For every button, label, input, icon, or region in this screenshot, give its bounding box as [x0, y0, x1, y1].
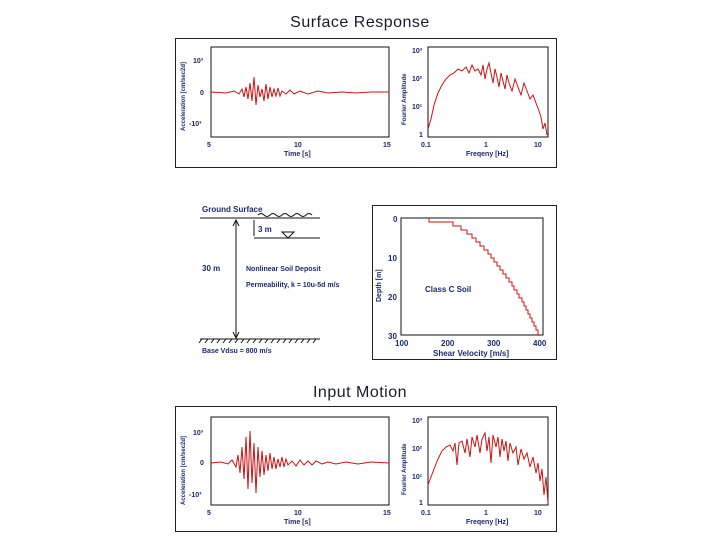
input-accel-trace: [210, 430, 390, 494]
input-accel-axes: [210, 416, 390, 506]
input-accel-ytick-top: 10³: [193, 430, 204, 437]
velocity-ytick-0: 0: [393, 215, 398, 224]
input-accel-ytick-zero: 0: [200, 460, 204, 467]
surface-fourier-xtick-01: 0.1: [421, 142, 431, 149]
water-table-marker-icon: [280, 231, 296, 239]
velocity-xtick-200: 200: [441, 339, 455, 348]
ground-surface-label: Ground Surface: [202, 205, 263, 214]
input-accel-xtick-15: 15: [383, 510, 391, 517]
surface-fourier-ytick-3: 10³: [412, 48, 423, 55]
input-motion-panel: Acceleration [cm/sec2d] 10³ 0 -10³ 5 10 …: [175, 406, 557, 532]
velocity-chart: Depth [m] 0 10 20 30 100 200 300 400 She…: [376, 215, 547, 358]
input-fourier-xtick-01: 0.1: [421, 510, 431, 517]
surface-fourier-ytick-0: 1: [419, 132, 423, 139]
surface-accel-ytick-bottom: -10³: [189, 121, 202, 128]
surface-fourier-ytick-2: 10²: [412, 76, 423, 83]
input-fourier-ytick-0: 1: [419, 500, 423, 507]
input-fourier-xtick-10: 10: [534, 510, 542, 517]
input-fourier-trace: [427, 431, 549, 504]
input-fourier-xlabel: Freqeny [Hz]: [466, 519, 508, 526]
velocity-xtick-300: 300: [487, 339, 501, 348]
surface-accel-trace: [210, 76, 389, 106]
velocity-ytick-30: 30: [388, 332, 397, 341]
velocity-xtick-100: 100: [395, 339, 409, 348]
surface-response-panel: Acceleration [cm/sec2d] 10³ 0 -10³ 5 10 …: [175, 38, 557, 168]
surface-response-charts: Acceleration [cm/sec2d] 10³ 0 -10³ 5 10 …: [181, 46, 549, 158]
velocity-panel: Depth [m] 0 10 20 30 100 200 300 400 She…: [372, 205, 557, 360]
surface-accel-xlabel: Time [s]: [284, 151, 311, 158]
soil-profile-diagram: Ground Surface 3 m 30 m Nonlinear Soil D…: [198, 205, 340, 355]
velocity-axes: [400, 217, 544, 336]
water-wave-line: [257, 213, 313, 217]
velocity-ylabel: Depth [m]: [376, 269, 383, 302]
surface-fourier-ytick-1: 10¹: [412, 104, 423, 111]
surface-accel-ytick-zero: 0: [200, 90, 204, 97]
velocity-xtick-400: 400: [533, 339, 547, 348]
arrow-down-icon: [232, 331, 240, 340]
surface-accel-axes: [210, 46, 390, 138]
surface-accel-xtick-15: 15: [383, 142, 391, 149]
velocity-xlabel: Shear Velocity [m/s]: [433, 349, 509, 358]
surface-accel-ylabel: Acceleration [cm/sec2d]: [181, 62, 187, 131]
surface-response-title: Surface Response: [290, 14, 430, 31]
input-motion-charts: Acceleration [cm/sec2d] 10³ 0 -10³ 5 10 …: [181, 416, 549, 526]
permeability-label: Permeability, k = 10u-5d m/s: [246, 282, 340, 289]
base-velocity-label: Base Vdsu = 800 m/s: [202, 348, 272, 355]
surface-accel-xtick-10: 10: [294, 142, 302, 149]
velocity-ytick-20: 20: [388, 293, 397, 302]
surface-fourier-xtick-1: 1: [484, 142, 488, 149]
input-motion-title: Input Motion: [312, 384, 408, 401]
water-depth-label: 3 m: [258, 225, 272, 234]
surface-fourier-trace: [427, 61, 548, 136]
input-fourier-ytick-2: 10²: [412, 446, 423, 453]
input-accel-ytick-bottom: -10³: [189, 492, 202, 499]
deposit-label: Nonlinear Soil Deposit: [246, 266, 321, 273]
thickness-label: 30 m: [202, 264, 220, 273]
surface-fourier-xtick-10: 10: [534, 142, 542, 149]
surface-fourier-xlabel: Freqeny [Hz]: [466, 151, 508, 158]
velocity-step-trace: [428, 218, 539, 335]
arrow-up-icon: [232, 218, 240, 227]
input-accel-xtick-10: 10: [294, 510, 302, 517]
input-accel-xlabel: Time [s]: [284, 519, 311, 526]
velocity-ytick-10: 10: [388, 254, 397, 263]
velocity-annotation: Class C Soil: [425, 285, 471, 294]
input-fourier-axes: [427, 416, 549, 506]
input-fourier-ytick-1: 10¹: [412, 474, 423, 481]
input-fourier-ylabel: Fourier Amplitude: [402, 443, 408, 495]
bedrock-hatch: [198, 338, 317, 344]
input-accel-xtick-5: 5: [207, 510, 211, 517]
input-accel-ylabel: Acceleration [cm/sec2d]: [181, 436, 187, 505]
input-fourier-ytick-3: 10³: [412, 418, 423, 425]
surface-accel-ytick-top: 10³: [193, 58, 204, 65]
surface-fourier-axes: [427, 46, 549, 138]
surface-fourier-ylabel: Fourier Amplitude: [402, 73, 408, 125]
input-fourier-xtick-1: 1: [484, 510, 488, 517]
surface-accel-xtick-5: 5: [207, 142, 211, 149]
